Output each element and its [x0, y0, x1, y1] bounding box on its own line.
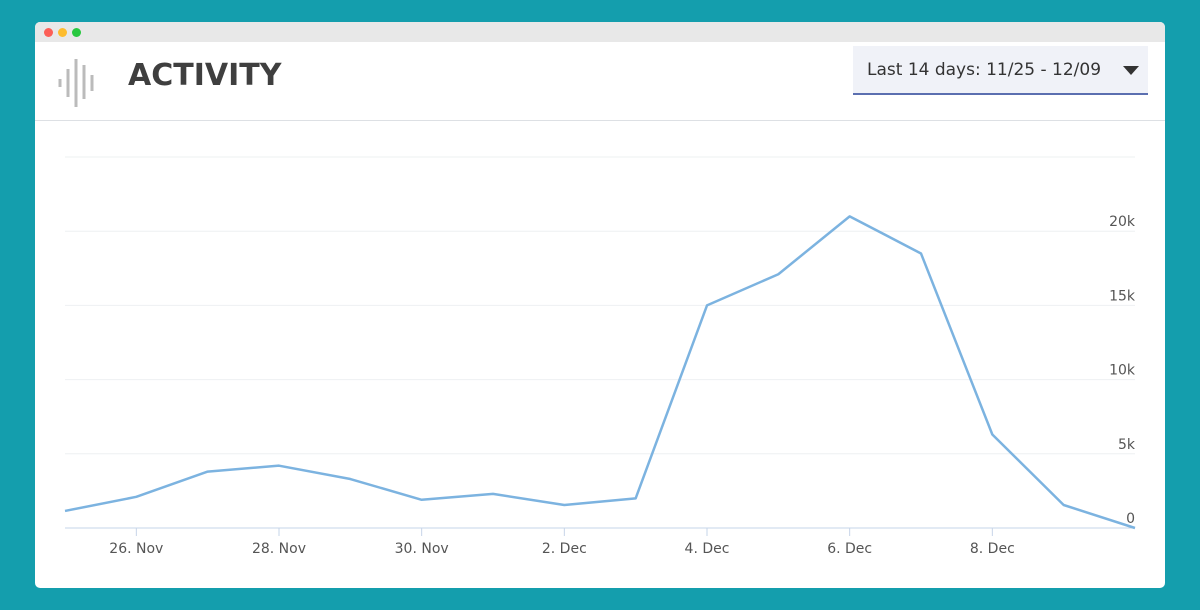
- x-tick-label: 30. Nov: [395, 541, 449, 557]
- y-tick-label: 0: [1126, 511, 1135, 527]
- y-tick-label: 5k: [1118, 437, 1136, 453]
- divider: [35, 120, 1165, 121]
- y-tick-label: 15k: [1109, 288, 1136, 304]
- x-tick-label: 8. Dec: [970, 541, 1015, 557]
- activity-line: [64, 215, 1136, 530]
- date-range-dropdown[interactable]: Last 14 days: 11/25 - 12/09: [853, 46, 1148, 95]
- y-tick-label: 20k: [1109, 214, 1136, 230]
- y-tick-label: 10k: [1109, 363, 1136, 379]
- x-tick-label: 28. Nov: [252, 541, 306, 557]
- page-title: ACTIVITY: [128, 58, 282, 93]
- logo: [58, 59, 94, 107]
- x-tick-label: 2. Dec: [542, 541, 587, 557]
- minimize-button[interactable]: [58, 28, 67, 37]
- x-tick-label: 26. Nov: [109, 541, 163, 557]
- dropdown-label: Last 14 days: 11/25 - 12/09: [867, 60, 1102, 80]
- dropdown-arrow: [1123, 66, 1139, 75]
- maximize-button[interactable]: [72, 28, 81, 37]
- close-button[interactable]: [44, 28, 53, 37]
- x-tick-label: 6. Dec: [827, 541, 872, 557]
- title-bar: [35, 22, 1165, 42]
- x-tick-label: 4. Dec: [685, 541, 730, 557]
